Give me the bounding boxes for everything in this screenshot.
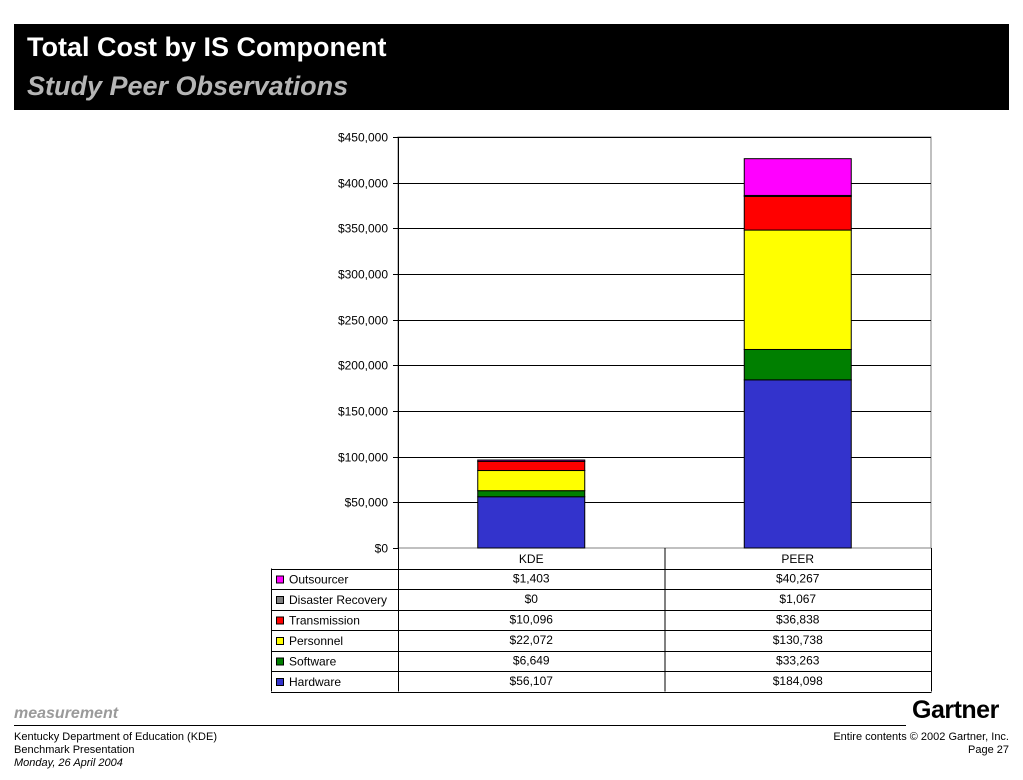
table-header-kde: KDE: [519, 552, 544, 566]
y-tick-label: $250,000: [338, 314, 388, 328]
slide-subtitle: Study Peer Observations: [27, 71, 349, 101]
bar-segment-transmission: [743, 195, 852, 231]
footer-page-number: Page 27: [968, 744, 1009, 756]
table-cell-value: $40,267: [776, 572, 820, 586]
table-cell-value: $36,838: [776, 613, 820, 627]
y-tick-label: $450,000: [338, 131, 388, 145]
table-row-label-disaster-recovery: Disaster Recovery: [289, 593, 387, 607]
bar-segment-software: [743, 348, 852, 381]
table-row-label-software: Software: [289, 655, 337, 669]
legend-swatch-outsourcer: [276, 575, 284, 584]
table-cell-value: $6,649: [513, 654, 550, 668]
legend-swatch-disaster-recovery: [276, 596, 284, 604]
footer-divider: [14, 725, 906, 726]
table-cell-value: $22,072: [510, 633, 554, 647]
footer-date: Monday, 26 April 2004: [14, 757, 123, 769]
table-cell-value: $33,263: [776, 654, 820, 668]
table-cell-value: $56,107: [510, 674, 554, 688]
table-row-label-hardware: Hardware: [289, 675, 341, 689]
footer-right: Entire contents © 2002 Gartner, Inc. Pag…: [833, 731, 1009, 757]
slide-title: Total Cost by IS Component: [27, 32, 387, 62]
legend-swatch-hardware: [276, 678, 284, 686]
y-tick-label: $300,000: [338, 268, 388, 282]
table-cell-value: $10,096: [510, 613, 554, 627]
stacked-bar-chart: $0 $50,000 $100,000 $150,000 $200,000 $250,00…: [271, 131, 932, 693]
table-cell-value: $184,098: [773, 674, 823, 688]
bar-segment-personnel: [743, 229, 852, 350]
footer-org: Kentucky Department of Education (KDE): [14, 731, 217, 743]
y-tick-label: $150,000: [338, 405, 388, 419]
bar-segment-outsourcer: [743, 158, 852, 196]
bar-segment-software: [477, 490, 586, 498]
footer-doc: Benchmark Presentation: [14, 744, 135, 756]
table-row-label-personnel: Personnel: [289, 634, 343, 648]
table-cell-value: $1,403: [513, 572, 550, 586]
y-tick-label: $50,000: [345, 496, 389, 510]
bar-segment-hardware: [477, 496, 586, 549]
section-label: measurement: [14, 705, 119, 722]
bar-segment-personnel: [477, 470, 586, 492]
bar-segment-transmission: [477, 460, 586, 472]
y-tick-label: $200,000: [338, 359, 388, 373]
y-tick-label: $100,000: [338, 451, 388, 465]
table-row-label-transmission: Transmission: [289, 614, 360, 628]
footer-copyright: Entire contents © 2002 Gartner, Inc.: [833, 731, 1009, 743]
legend-swatch-transmission: [276, 616, 284, 625]
footer-left: Kentucky Department of Education (KDE) B…: [14, 731, 217, 770]
bar-segment-hardware: [743, 379, 852, 549]
y-tick-label: $0: [375, 542, 389, 556]
legend-swatch-software: [276, 657, 284, 666]
table-cell-value: $1,067: [779, 592, 816, 606]
table-header-peer: PEER: [781, 552, 814, 566]
legend-swatch-personnel: [276, 637, 284, 645]
table-row-label-outsourcer: Outsourcer: [289, 573, 348, 587]
y-tick-label: $400,000: [338, 177, 388, 191]
table-cell-value: $130,738: [773, 633, 823, 647]
table-cell-value: $0: [525, 592, 539, 606]
title-banner: Total Cost by IS Component Study Peer Ob…: [14, 24, 1009, 110]
bar-segment-outsourcer: [477, 459, 586, 462]
gartner-logo: Gartner: [912, 696, 999, 724]
y-tick-label: $350,000: [338, 222, 388, 236]
